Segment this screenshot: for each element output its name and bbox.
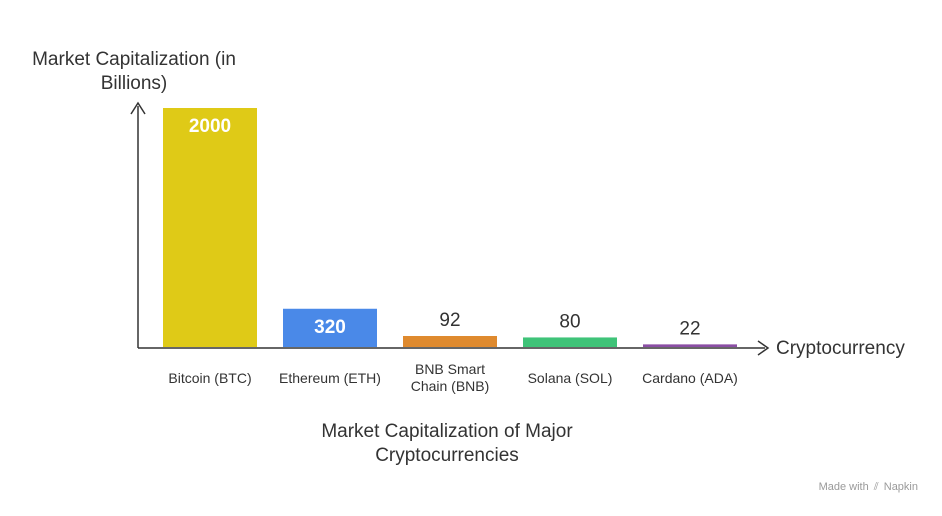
category-label-line: Chain (BNB) <box>410 378 490 394</box>
category-label-line: Bitcoin (BTC) <box>168 370 252 386</box>
bar-2 <box>283 308 377 347</box>
bar-4 <box>523 337 617 347</box>
x-axis-arrow <box>757 340 770 356</box>
category-label-line: BNB Smart <box>414 361 485 377</box>
category-label-line: Solana (SOL) <box>527 370 613 386</box>
y-axis-label: Market Capitalization (in Billions) <box>32 49 236 94</box>
chart-title: Market Capitalization of Major Cryptocur… <box>321 421 573 466</box>
value-label-3: 92 <box>439 310 460 331</box>
category-label-2: Ethereum (ETH) <box>270 370 390 387</box>
watermark: Made with ⫽ Napkin <box>819 481 918 494</box>
category-label-1: Bitcoin (BTC) <box>150 370 270 387</box>
value-label-1: 2000 <box>189 116 231 137</box>
category-label-line: Ethereum (ETH) <box>279 370 381 386</box>
bar-3 <box>403 336 497 347</box>
category-label-3: BNB Smart Chain (BNB) <box>390 361 510 395</box>
x-axis-label: Cryptocurrency <box>776 338 905 359</box>
napkin-logo-icon: ⫽ <box>873 481 879 493</box>
y-axis-arrow <box>130 101 146 115</box>
watermark-prefix: Made with <box>818 481 869 493</box>
bar-1 <box>163 108 257 347</box>
category-label-line: Cardano (ADA) <box>642 370 738 386</box>
category-label-4: Solana (SOL) <box>510 370 630 387</box>
value-label-2: 320 <box>314 317 346 338</box>
bar-5 <box>643 344 737 347</box>
category-label-5: Cardano (ADA) <box>630 370 750 387</box>
watermark-brand: Napkin <box>883 481 918 493</box>
value-label-4: 80 <box>559 311 580 332</box>
value-label-5: 22 <box>679 318 700 339</box>
